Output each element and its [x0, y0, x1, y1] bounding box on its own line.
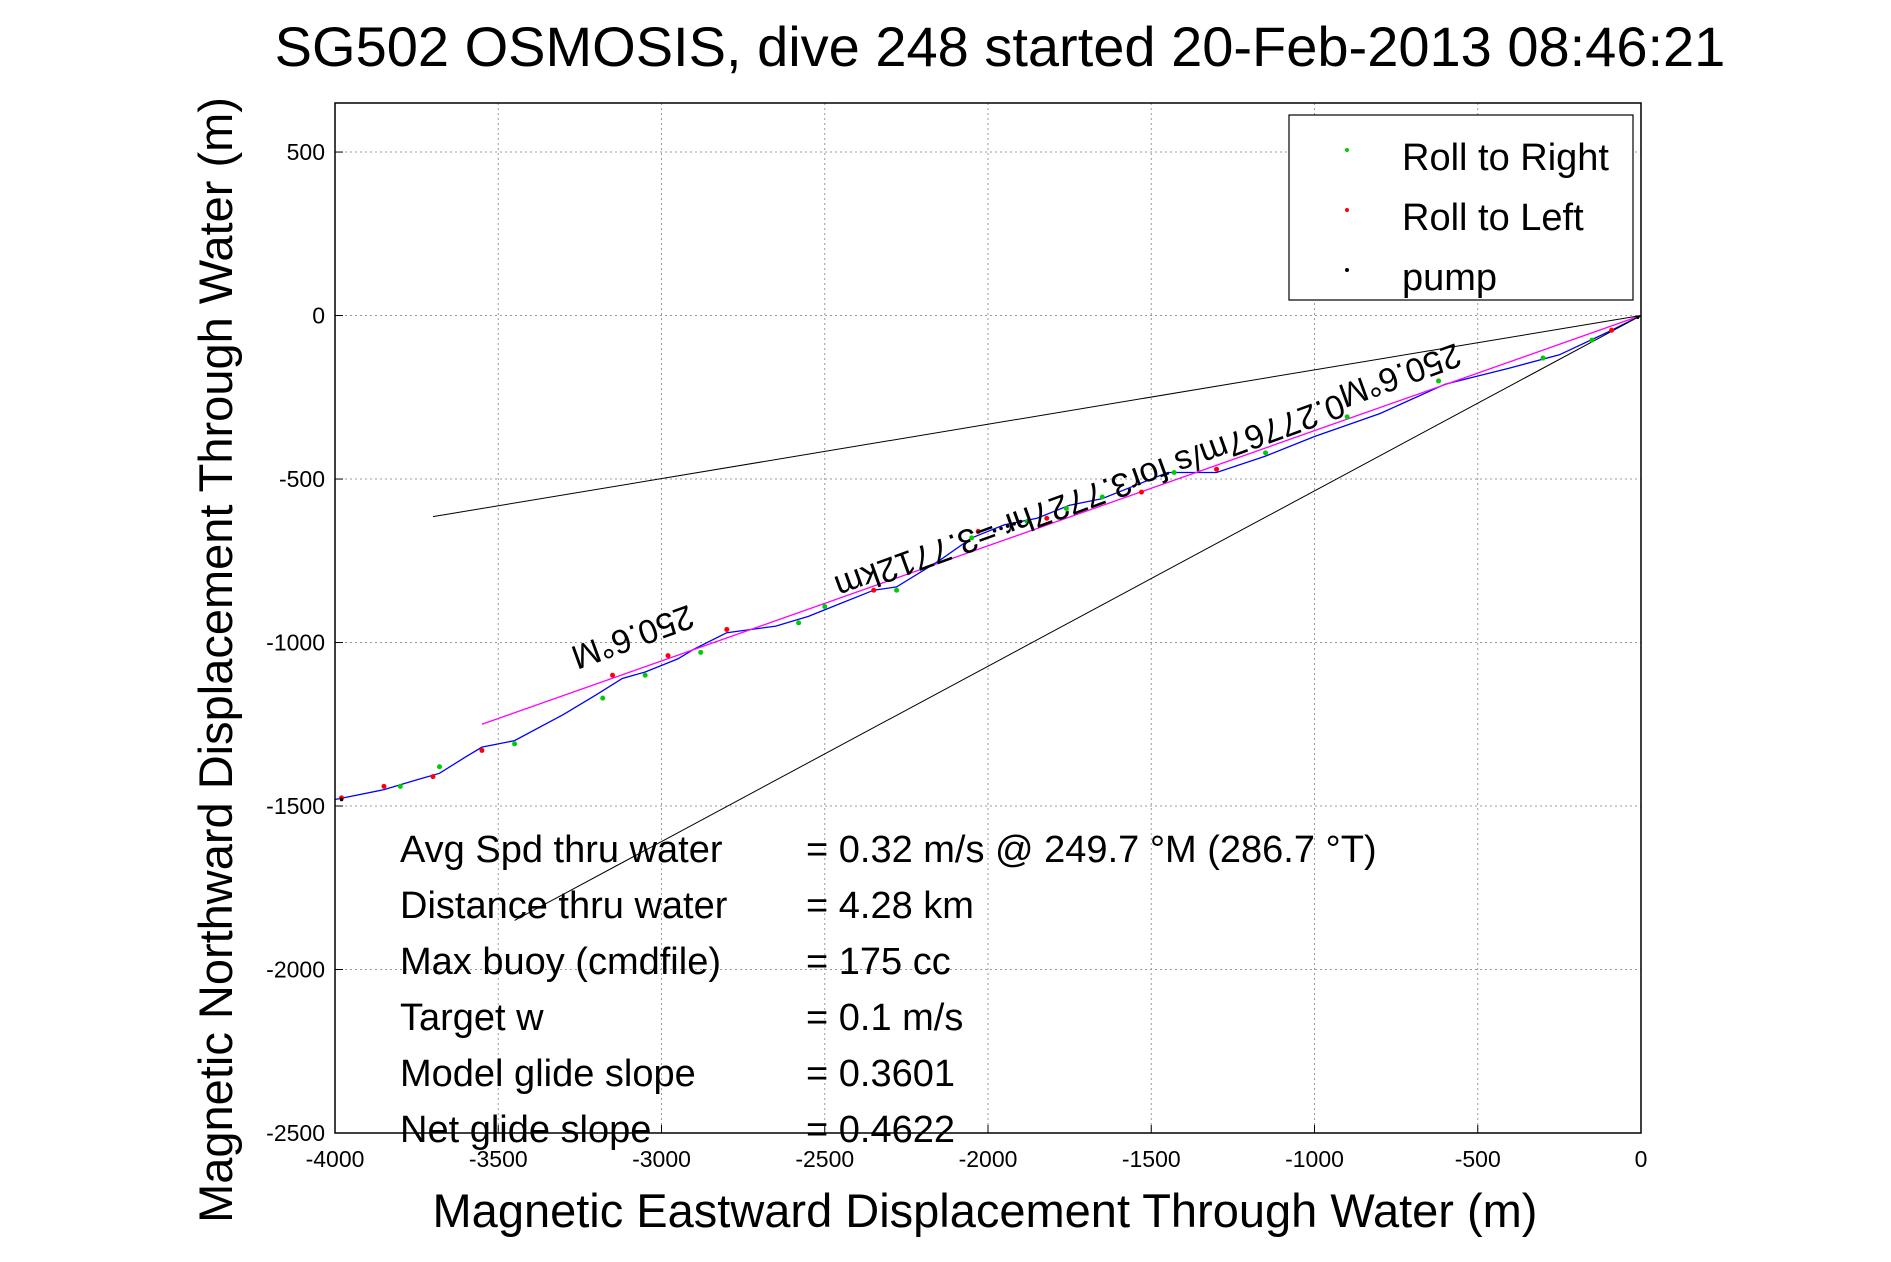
roll-left-point: [381, 783, 387, 789]
roll-right-point: [969, 535, 975, 541]
legend-roll-left-marker: [1345, 208, 1349, 212]
roll-right-point: [1589, 337, 1595, 343]
y-tick-label: -1500: [266, 793, 325, 819]
y-tick-label: 0: [312, 303, 325, 329]
stat-value: = 0.1 m/s: [806, 997, 963, 1039]
roll-left-point: [610, 672, 616, 678]
roll-left-point: [1609, 327, 1615, 333]
roll-right-point: [642, 672, 648, 678]
roll-right-point: [600, 695, 606, 701]
annotation-label: 250.6°M: [566, 597, 698, 676]
roll-right-point: [512, 741, 518, 747]
y-tick-label: -2500: [266, 1120, 325, 1146]
cone-line-upper: [432, 315, 1642, 518]
y-tick-label: -2000: [266, 957, 325, 983]
x-tick-label: -1500: [1122, 1146, 1181, 1172]
roll-right-point: [1099, 494, 1105, 500]
roll-right-point: [1436, 378, 1442, 384]
roll-left-point: [665, 653, 671, 659]
roll-left-point: [975, 528, 981, 534]
x-axis-label: Magnetic Eastward Displacement Through W…: [433, 1184, 1538, 1237]
stat-label: Model glide slope: [400, 1053, 696, 1095]
roll-right-point: [1263, 450, 1269, 456]
roll-right-point: [796, 620, 802, 626]
cone-line-lower: [514, 315, 1642, 921]
roll-right-point: [894, 587, 900, 593]
stat-value: = 0.32 m/s @ 249.7 °M (286.7 °T): [806, 829, 1377, 871]
roll-right-point: [397, 783, 403, 789]
y-axis-label: Magnetic Northward Displacement Through …: [189, 97, 242, 1223]
roll-left-point: [871, 587, 877, 593]
roll-right-point: [1540, 355, 1546, 361]
legend-roll-left-label: Roll to Left: [1402, 197, 1584, 239]
x-tick-label: -500: [1455, 1146, 1501, 1172]
y-tick-label: -1000: [266, 630, 325, 656]
roll-left-point: [479, 747, 485, 753]
pump-point: [1012, 522, 1016, 526]
stat-label: Avg Spd thru water: [400, 829, 723, 871]
legend: Roll to Right Roll to Left pump: [1288, 114, 1634, 301]
roll-left-point: [1138, 489, 1144, 495]
stat-value: = 4.28 km: [806, 885, 974, 927]
annotation-label: 0.27767m/s for3.7727hr =3.7712km: [830, 386, 1350, 606]
legend-roll-right-marker: [1345, 148, 1349, 152]
roll-right-point: [1063, 505, 1069, 511]
x-tick-label: 0: [1635, 1146, 1648, 1172]
roll-right-point: [822, 604, 828, 610]
roll-right-point: [1344, 414, 1350, 420]
pump-point: [1005, 524, 1010, 528]
stat-label: Target w: [400, 997, 544, 1039]
pump-point: [999, 526, 1003, 531]
pump-point: [992, 528, 997, 533]
heading-line: [481, 314, 1642, 725]
legend-roll-right-label: Roll to Right: [1402, 137, 1609, 179]
stat-label: Net glide slope: [400, 1109, 651, 1151]
roll-right-point: [1024, 519, 1030, 525]
pump-point: [339, 797, 344, 802]
y-tick-label: 500: [287, 139, 325, 165]
stat-label: Distance thru water: [400, 885, 728, 927]
x-tick-label: -4000: [306, 1146, 365, 1172]
roll-left-point: [724, 626, 730, 632]
tick-labels: -4000 -3500 -3000 -2500 -2000 -1500 -1000 -500 0…: [266, 139, 1647, 1172]
roll-left-point: [430, 774, 436, 780]
chart-title: SG502 OSMOSIS, dive 248 started 20-Feb-2…: [275, 15, 1726, 78]
stat-value: = 0.4622: [806, 1109, 955, 1151]
roll-left-point: [1044, 515, 1050, 521]
pump-point: [1635, 315, 1640, 319]
roll-right-point: [436, 764, 442, 770]
x-tick-label: -1000: [1285, 1146, 1344, 1172]
x-tick-label: -3500: [469, 1146, 528, 1172]
x-tick-label: -2000: [959, 1146, 1018, 1172]
stat-value: = 0.3601: [806, 1053, 955, 1095]
y-tick-label: -500: [279, 466, 325, 492]
annotation-label: 250.6°M: [1334, 335, 1466, 414]
x-tick-label: -2500: [795, 1146, 854, 1172]
legend-pump-label: pump: [1402, 257, 1497, 299]
plot-area-frame: [334, 102, 1642, 1134]
roll-right-point: [1171, 469, 1177, 475]
roll-right-point: [698, 649, 704, 655]
roll-left-point: [1214, 466, 1220, 472]
legend-pump-marker: [1345, 268, 1349, 272]
stat-value: = 175 cc: [806, 941, 951, 983]
stat-label: Max buoy (cmdfile): [400, 941, 721, 983]
x-tick-label: -3000: [632, 1146, 691, 1172]
pump-point: [1018, 519, 1023, 524]
stats-block: Avg Spd thru water = 0.32 m/s @ 249.7 °M …: [400, 829, 1377, 1151]
